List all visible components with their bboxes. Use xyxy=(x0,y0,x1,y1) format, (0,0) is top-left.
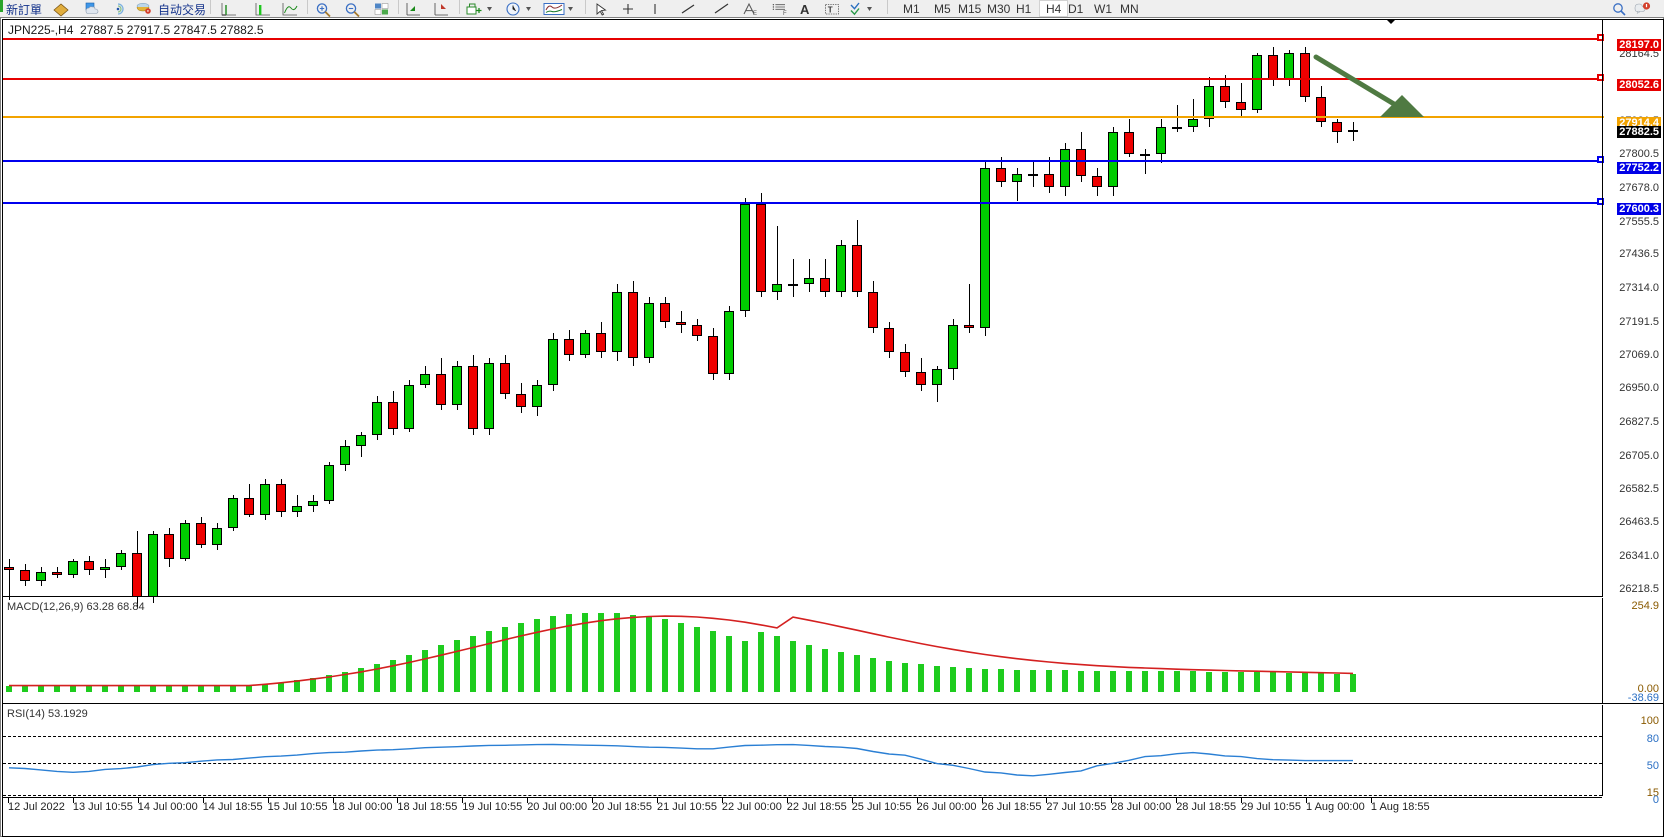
svg-text:F: F xyxy=(783,11,787,17)
svg-text:E: E xyxy=(753,11,757,17)
svg-text:T: T xyxy=(828,5,833,14)
